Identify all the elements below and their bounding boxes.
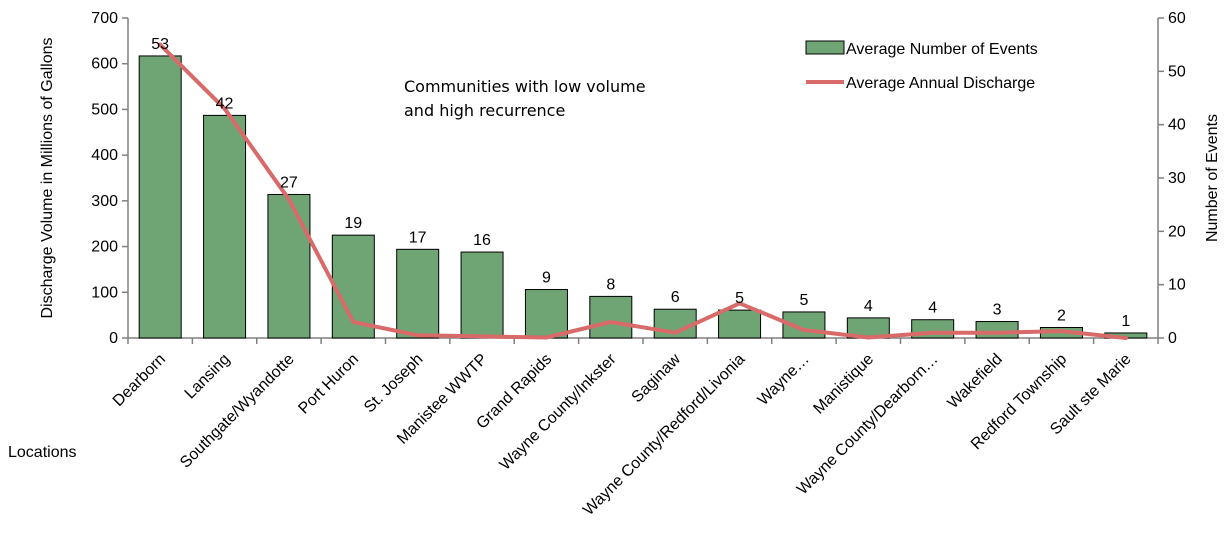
discharge-line-layer (158, 42, 1128, 340)
y2-tick-label: 40 (1168, 117, 1186, 134)
discharge-point (608, 320, 613, 324)
y2-tick-label: 50 (1168, 63, 1186, 80)
x-tick-label: St. Joseph (361, 351, 426, 416)
y-tick-label: 200 (91, 239, 118, 256)
discharge-point (158, 42, 163, 47)
y-axis-title: Discharge Volume in Millions of Gallons (39, 37, 56, 318)
x-tick-label: Wakefield (945, 351, 1006, 412)
discharge-point (930, 330, 935, 335)
bar (267, 193, 311, 339)
legend-bar-swatch (805, 40, 845, 55)
y2-tick-label: 20 (1168, 223, 1186, 240)
discharge-point (222, 106, 227, 111)
legend: Average Number of Events Average Annual … (805, 40, 1038, 92)
bar-data-label: 2 (1057, 307, 1066, 324)
y2-tick-label: 0 (1168, 330, 1177, 347)
discharge-point (415, 333, 420, 338)
bar-data-label: 5 (735, 290, 744, 307)
bar (396, 248, 440, 339)
x-tick-label: Southgate/Wyandotte (177, 351, 298, 472)
discharge-point (351, 320, 356, 324)
bar-data-label: 53 (151, 36, 169, 53)
bar-data-label: 19 (344, 215, 362, 232)
bar-data-label: 4 (864, 298, 873, 315)
legend-line-label: Average Annual Discharge (846, 75, 1035, 92)
x-axis-title: Locations (8, 444, 77, 461)
y2-tick-label: 10 (1168, 277, 1186, 294)
discharge-point (866, 335, 871, 340)
bar-data-label: 3 (993, 302, 1002, 319)
bar (203, 114, 247, 339)
bars (138, 55, 1148, 339)
x-tick-label: Wayne County/Inkster (497, 350, 620, 473)
labels: 53 42 27 19 17 16 9 8 6 5 5 4 4 3 2 1 Dearborn LansingSou… (110, 36, 1135, 519)
x-tick-label: Port Huron (295, 351, 362, 418)
legend-bar-label: Average Number of Events (846, 41, 1038, 58)
discharge-line (158, 42, 1128, 340)
bar-data-label: 42 (216, 95, 234, 112)
x-tick-label: Lansing (182, 351, 234, 403)
y-tick-label: 500 (91, 101, 118, 118)
bar-data-label: 9 (542, 270, 551, 287)
bar-data-label: 4 (928, 300, 937, 317)
y-tick-label: 700 (91, 10, 118, 27)
y-tick-label: 0 (109, 330, 118, 347)
discharge-point (673, 330, 678, 335)
y-tick-label: 400 (91, 147, 118, 164)
y2-tick-label: 60 (1168, 10, 1186, 27)
x-tick-label: Dearborn (110, 351, 169, 410)
annotation-line-1: Communities with low volume (404, 77, 646, 96)
bar-data-label: 5 (799, 292, 808, 309)
y-tick-label: 100 (91, 284, 118, 301)
bar (975, 321, 1019, 339)
x-tick-label: Manistique (810, 351, 877, 418)
discharge-point (1123, 336, 1128, 340)
discharge-point (1059, 329, 1064, 334)
x-tick-label: Saginaw (629, 350, 685, 406)
bar-data-label: 6 (671, 289, 680, 306)
discharge-point (480, 334, 485, 339)
bar (138, 55, 182, 339)
bar-data-label: 1 (1121, 313, 1130, 330)
bar (718, 309, 762, 339)
x-tick-label: Wayne County/Dearborn… (794, 351, 941, 498)
y2-tick-label: 30 (1168, 170, 1186, 187)
bar-data-label: 16 (473, 232, 491, 249)
y-tick-label: 300 (91, 193, 118, 210)
discharge-point (995, 330, 1000, 335)
bar (524, 289, 568, 339)
y-tick-label: 600 (91, 56, 118, 73)
bar-data-label: 17 (409, 229, 427, 246)
discharge-point (544, 335, 549, 340)
annotation-line-2: and high recurrence (404, 101, 565, 120)
x-tick-label: Wayne… (755, 351, 813, 409)
y2-axis-title: Number of Events (1204, 114, 1221, 242)
bar (782, 311, 826, 339)
bar-data-label: 27 (280, 174, 298, 191)
bar (460, 251, 504, 339)
bar-data-label: 8 (606, 276, 615, 293)
axes: 0 100 200 300 400 500 600 700 0 10 20 30 40 50 60 (91, 10, 1186, 347)
discharge-point (737, 301, 742, 306)
discharge-point (801, 328, 806, 332)
bar (589, 295, 633, 339)
discharge-point (286, 197, 291, 202)
